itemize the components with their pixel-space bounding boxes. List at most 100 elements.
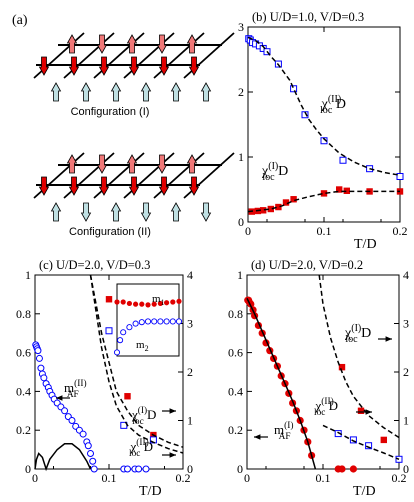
data-point (135, 465, 143, 473)
y-tick-label: 3 (238, 20, 244, 34)
lower-spin-arrow-blue (140, 82, 152, 102)
inset-label-sub: 2 (145, 344, 149, 353)
y2-tick-label: 4 (187, 268, 193, 282)
data-point (282, 199, 290, 206)
label-sub: loc (314, 408, 325, 418)
y-tick-label: 0.2 (228, 423, 243, 437)
lower-spin-arrow-blue (200, 202, 212, 222)
inset-point-m1 (170, 299, 176, 305)
label-sub: loc (129, 449, 140, 459)
inset-label: m1 (152, 293, 165, 307)
inset-point-m2 (120, 329, 127, 336)
data-point (124, 393, 131, 400)
x-axis-label: T/D (353, 484, 376, 499)
inset-label-main: m (152, 293, 161, 305)
curve-label: χ(II) loc D (320, 94, 346, 116)
label-sup: (I) (284, 420, 293, 431)
inset-point-m1 (176, 298, 182, 304)
data-point (339, 156, 347, 164)
inset-label-main: m (136, 339, 145, 351)
x-axis-label: T/D (354, 237, 377, 252)
x-tick-label: 0.2 (392, 471, 407, 485)
data-point (396, 173, 404, 180)
x-tick-label: 0.2 (393, 224, 408, 238)
panel-a-label: (a) (12, 13, 28, 28)
front-spin-arrow-red (38, 56, 50, 76)
front-spin-arrow-red (68, 56, 80, 76)
y2-tick-label: 0 (187, 462, 193, 476)
label-sup: (I) (268, 161, 278, 172)
y-tick-label: 0 (25, 462, 31, 476)
label-main: χ (131, 407, 138, 422)
data-point (336, 186, 343, 193)
lower-spin-arrow-blue (80, 202, 92, 222)
front-spin-arrow-red (188, 56, 200, 76)
data-point (365, 442, 373, 450)
lower-spin-arrow-blue (80, 82, 92, 102)
label-main: χ (315, 398, 322, 413)
back-spin-arrow (96, 154, 108, 174)
label-suffix: D (325, 398, 338, 413)
label-suffix: D (358, 326, 372, 341)
chart-title: (d) U/D=2.0, V/D=0.2 (251, 258, 363, 272)
y2-tick-label: 0 (403, 462, 409, 476)
label-suffix: D (140, 439, 153, 454)
inset-point-m2 (113, 349, 121, 356)
x-tick-label: 0 (32, 471, 38, 485)
data-point (357, 407, 365, 414)
data-point (349, 436, 357, 444)
label-sub: AF (279, 432, 291, 442)
series-line (34, 443, 92, 472)
lattice-configuration-1 (33, 32, 235, 102)
label-main: χ (130, 439, 137, 454)
lower-spin-arrow-blue (170, 82, 182, 102)
curve-label: χ(I) loc D (261, 161, 288, 183)
inset-point-m2 (151, 318, 158, 325)
label-main: χ (344, 326, 352, 341)
y-tick-label: 0 (237, 462, 243, 476)
inset-point-m1 (139, 301, 145, 307)
curve-label: χ(II) loc D (314, 396, 338, 418)
series-line (246, 297, 317, 470)
data-point (35, 354, 43, 362)
y-tick-label: 0.6 (228, 346, 243, 360)
inset-point-m2 (138, 319, 145, 326)
y-tick-label: 0.2 (16, 423, 31, 437)
label-main: χ (321, 97, 329, 112)
y-tick-label: 0.6 (16, 346, 31, 360)
label-sub: loc (262, 172, 275, 183)
label-sup: (II) (136, 437, 148, 448)
front-spin-arrow-red (128, 56, 140, 76)
inset-point-m1 (157, 300, 163, 307)
front-spin-arrow-red (188, 176, 200, 196)
back-spin-arrow (186, 34, 198, 54)
data-point (142, 465, 150, 473)
indicator-arrowhead (365, 409, 372, 415)
label-sup: (I) (138, 405, 147, 416)
plot-frame (246, 274, 400, 470)
lower-spin-arrow-blue (110, 202, 122, 222)
inset-point-m2 (169, 318, 176, 325)
series-line (89, 274, 184, 454)
label-suffix: D (144, 407, 157, 422)
y2-tick-label: 3 (403, 317, 409, 331)
y-tick-label: 0 (238, 215, 244, 229)
x-tick-label: 0.1 (316, 471, 331, 485)
series-line (89, 274, 184, 448)
data-point (290, 85, 298, 93)
y2-tick-label: 1 (187, 414, 193, 428)
series-line (318, 274, 400, 439)
data-point (84, 442, 92, 450)
data-point (320, 190, 328, 197)
label-sup: (I) (351, 323, 361, 334)
data-point (68, 417, 76, 424)
inset-point-m2 (144, 318, 152, 325)
front-spin-arrow-red (98, 176, 110, 196)
y2-tick-label: 3 (187, 317, 193, 331)
front-spin-arrow-red (68, 176, 80, 196)
chart-title: (c) U/D=2.0, V/D=0.3 (39, 258, 150, 272)
front-spin-arrow-red (128, 176, 140, 196)
